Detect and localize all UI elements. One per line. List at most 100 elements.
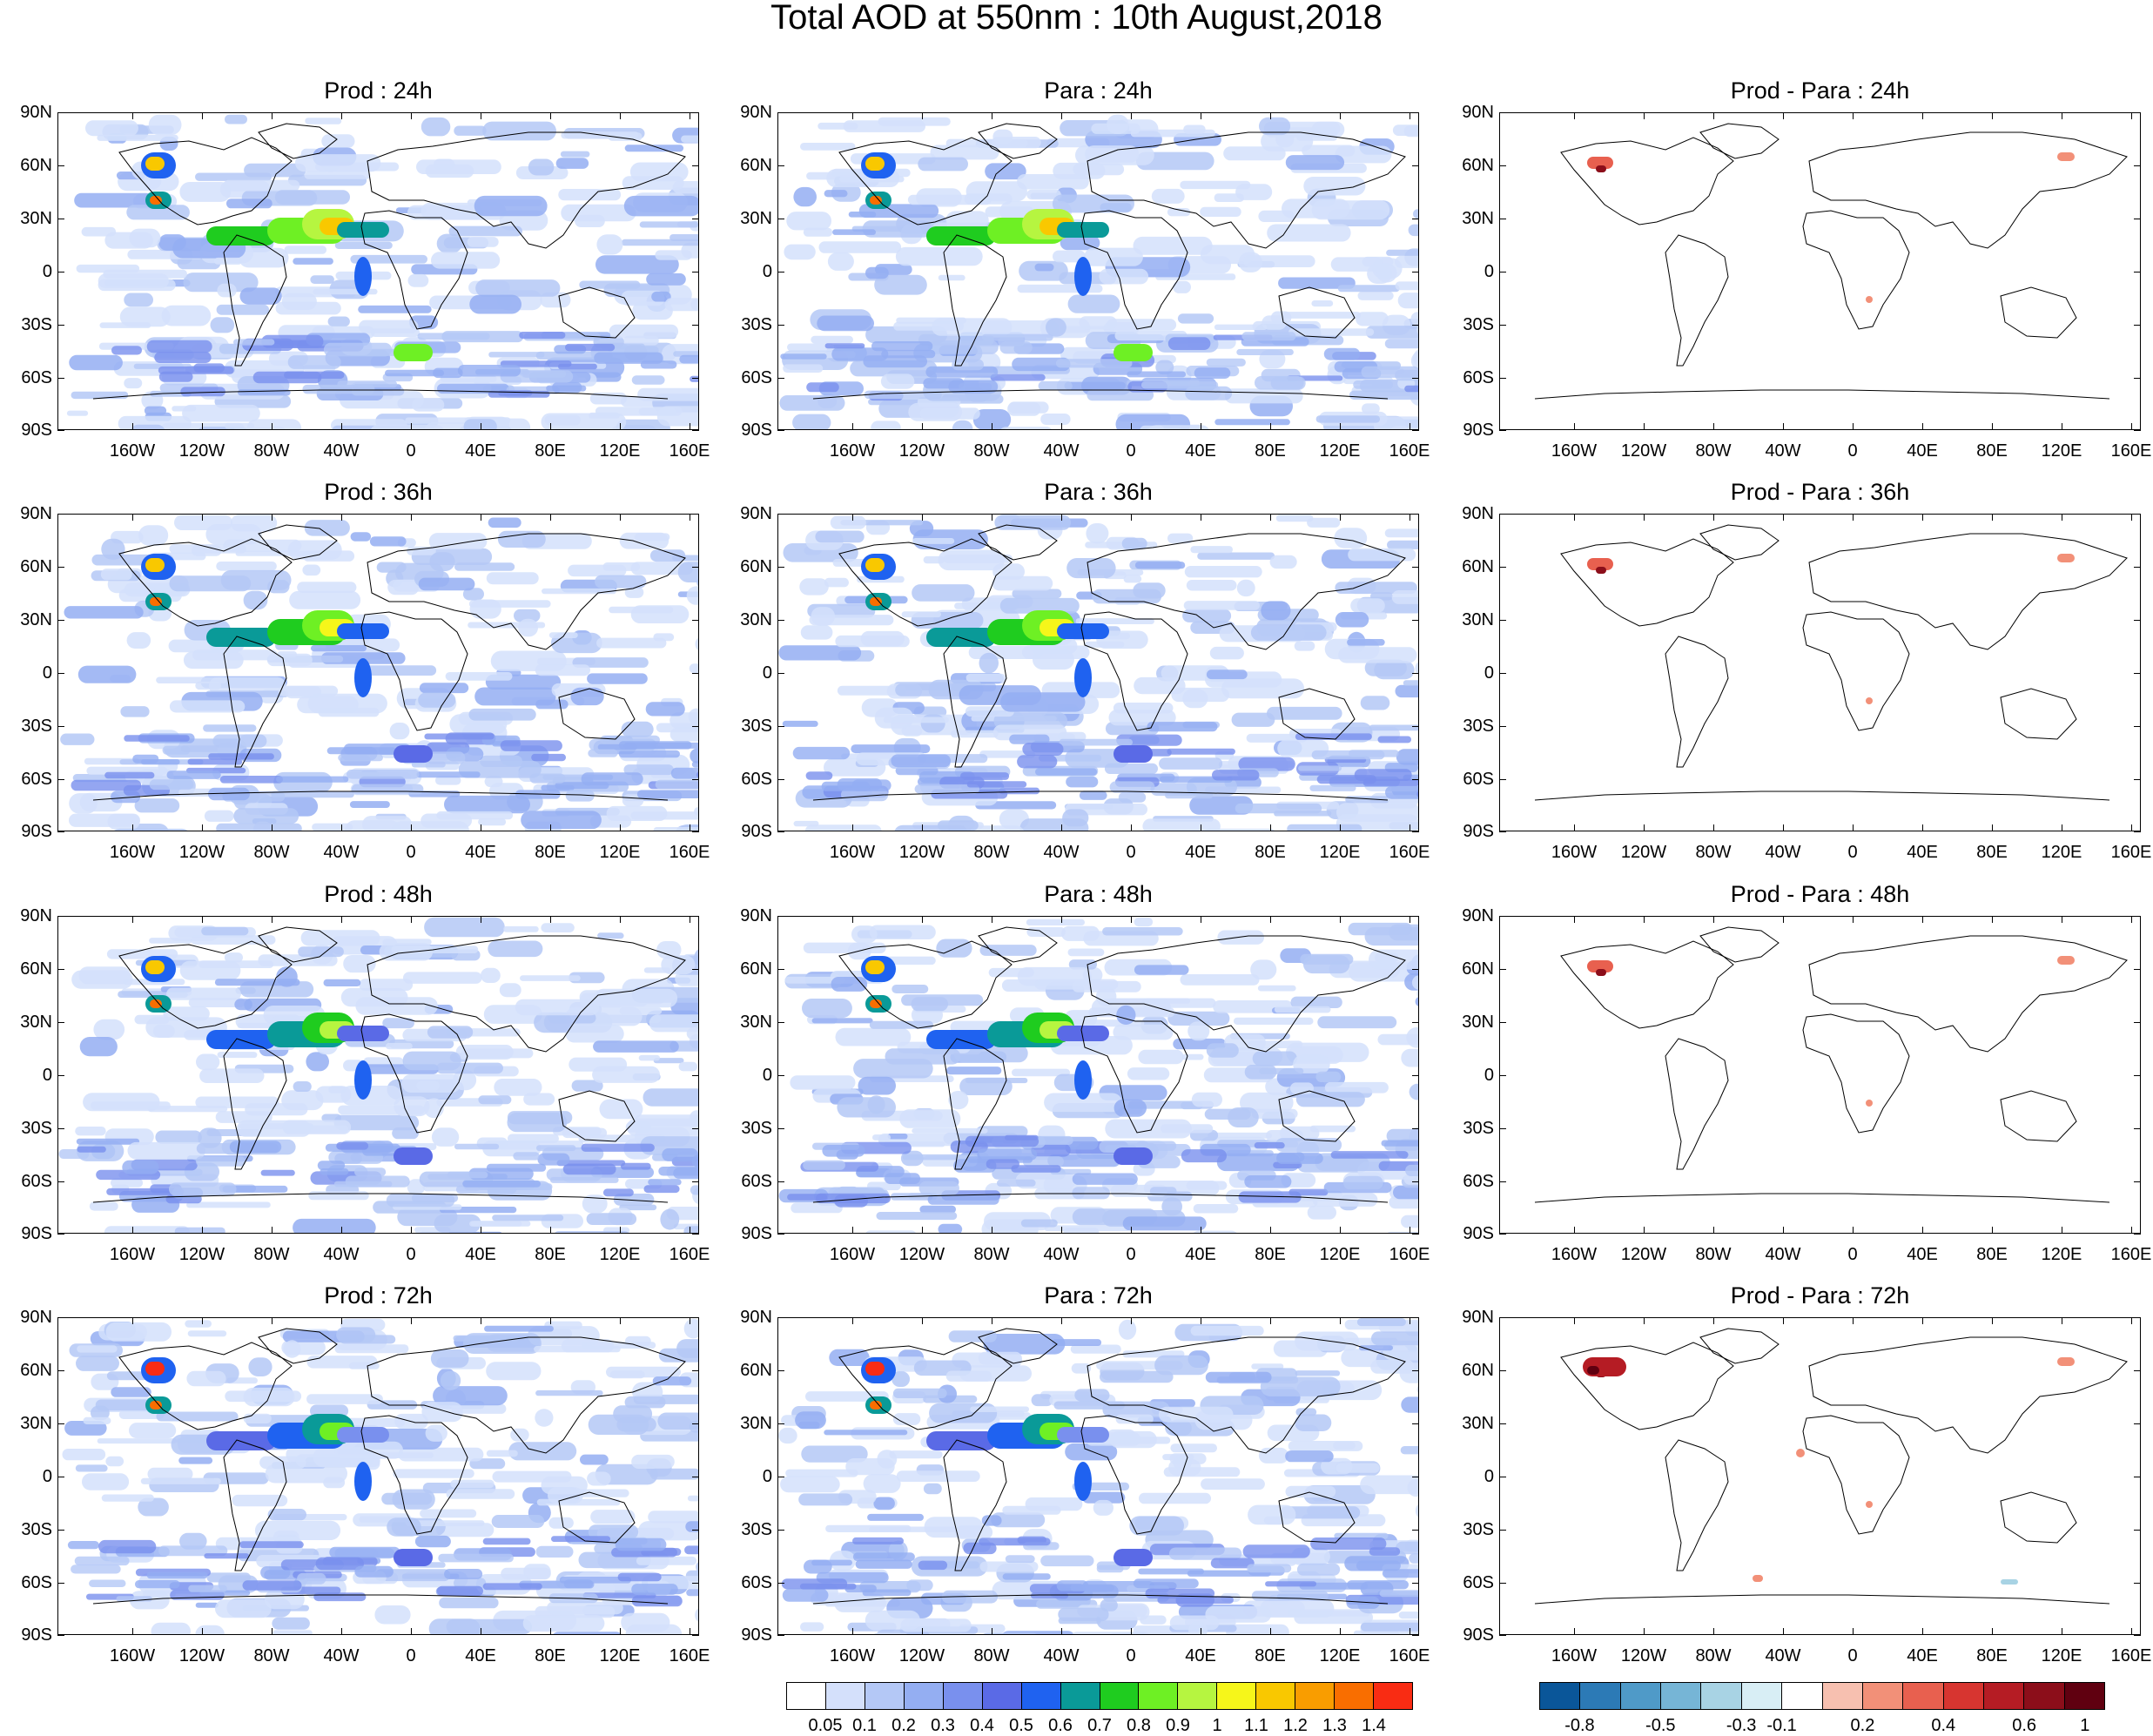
coastline-path — [92, 1193, 669, 1203]
lon-tick — [852, 514, 853, 521]
map-frame — [1499, 1317, 2141, 1635]
lat-tick-label: 60S — [21, 368, 52, 387]
lon-tick — [1922, 1628, 1923, 1635]
lon-tick — [1340, 423, 1341, 430]
coastline-path — [223, 636, 287, 768]
lat-tick — [57, 726, 64, 727]
lat-tick — [57, 1317, 64, 1318]
lat-tick-label: 60N — [20, 557, 52, 576]
lon-tick-label: 40W — [323, 1245, 360, 1264]
coastline-path — [1560, 940, 1734, 1029]
panel-title: Prod - Para : 48h — [1730, 881, 1910, 907]
lon-tick-label: 80E — [535, 441, 566, 461]
lat-tick-label: 0 — [762, 663, 772, 683]
lat-tick — [1412, 1635, 1419, 1636]
aod-difference-field — [1587, 956, 2075, 1107]
lon-tick-label: 40W — [323, 843, 360, 862]
colorbar-swatch — [1295, 1683, 1336, 1709]
lat-tick — [1412, 673, 1419, 674]
coastline-path — [92, 389, 669, 400]
lat-tick — [2134, 831, 2141, 832]
lat-tick — [1499, 1075, 1506, 1076]
lat-tick-label: 90S — [741, 822, 772, 841]
lon-tick-label: 160W — [829, 441, 876, 461]
lat-tick — [1499, 1370, 1506, 1371]
panel-title: Prod : 72h — [324, 1282, 433, 1309]
lon-tick — [411, 423, 412, 430]
coastline-path — [1534, 791, 2110, 801]
map-canvas — [778, 917, 1418, 1233]
lat-tick-label: 0 — [762, 1467, 772, 1486]
lat-tick-label: 60S — [1463, 1573, 1494, 1592]
lon-tick — [1131, 112, 1132, 119]
lon-tick-label: 120W — [898, 1646, 945, 1665]
lat-tick-label: 90S — [1463, 822, 1494, 841]
lat-tick — [692, 620, 699, 621]
lon-tick-label: 120W — [898, 1245, 945, 1264]
lon-tick — [1853, 824, 1854, 831]
lat-tick — [2134, 1530, 2141, 1531]
colorbar-swatch — [904, 1683, 944, 1709]
coastline-path — [92, 791, 669, 801]
aod-difference-field — [1583, 1357, 2075, 1585]
lat-tick — [777, 1370, 784, 1371]
aod-field — [60, 515, 698, 831]
lon-tick-label: 160E — [2110, 441, 2152, 461]
lat-tick — [777, 726, 784, 727]
aod-difference-field — [1587, 554, 2075, 704]
panel-title: Prod - Para : 24h — [1730, 77, 1910, 104]
lon-tick — [1713, 1227, 1714, 1234]
coastline-path — [812, 389, 1389, 400]
lat-tick-label: 60N — [740, 959, 772, 979]
lon-tick-label: 80E — [1976, 1245, 2008, 1264]
coastline-path — [1278, 688, 1356, 740]
colorbar-swatch — [1139, 1683, 1179, 1709]
lon-tick-label: 160W — [1551, 1245, 1598, 1264]
lat-tick — [1499, 325, 1506, 326]
lon-tick — [411, 824, 412, 831]
lat-tick — [57, 1635, 64, 1636]
lat-tick — [1412, 1022, 1419, 1023]
lon-tick — [2131, 1317, 2132, 1324]
lat-tick — [1412, 165, 1419, 166]
coastline-path — [360, 611, 468, 731]
coastline-path — [367, 935, 686, 1053]
lon-tick — [1853, 112, 1854, 119]
lon-tick — [1783, 916, 1784, 923]
coastlines — [812, 524, 1406, 801]
lon-tick-label: 120E — [1319, 1646, 1361, 1665]
lat-tick — [777, 779, 784, 780]
lat-tick — [2134, 1423, 2141, 1424]
coastline-path — [812, 791, 1389, 801]
lon-tick — [1992, 1317, 1993, 1324]
lon-tick — [411, 112, 412, 119]
lon-tick-label: 80E — [535, 1646, 566, 1665]
lon-tick — [1131, 423, 1132, 430]
lon-tick-label: 0 — [406, 1646, 416, 1665]
coastline-path — [1808, 935, 2128, 1053]
lon-tick — [2131, 1227, 2132, 1234]
lon-tick-label: 120W — [1620, 1245, 1667, 1264]
lon-tick — [1992, 514, 1993, 521]
lon-tick — [341, 423, 342, 430]
coastlines — [92, 123, 686, 400]
aod-field — [66, 114, 698, 429]
lon-tick-label: 40E — [1907, 1245, 1938, 1264]
lat-tick — [1499, 272, 1506, 273]
lon-tick — [1853, 1628, 1854, 1635]
lat-tick — [1499, 514, 1506, 515]
lat-tick — [692, 1022, 699, 1023]
lon-tick — [1783, 112, 1784, 119]
lon-tick — [2131, 1628, 2132, 1635]
lon-tick — [1713, 423, 1714, 430]
lat-tick-label: 30S — [741, 717, 772, 736]
lon-tick-label: 160E — [2110, 843, 2152, 862]
lat-tick-label: 30S — [741, 315, 772, 334]
lon-tick — [1922, 514, 1923, 521]
lon-tick — [1922, 423, 1923, 430]
lat-tick — [57, 1423, 64, 1424]
lat-tick — [1412, 1181, 1419, 1182]
lon-tick — [202, 514, 203, 521]
lon-tick — [922, 112, 923, 119]
map-canvas — [1534, 1328, 2128, 1605]
